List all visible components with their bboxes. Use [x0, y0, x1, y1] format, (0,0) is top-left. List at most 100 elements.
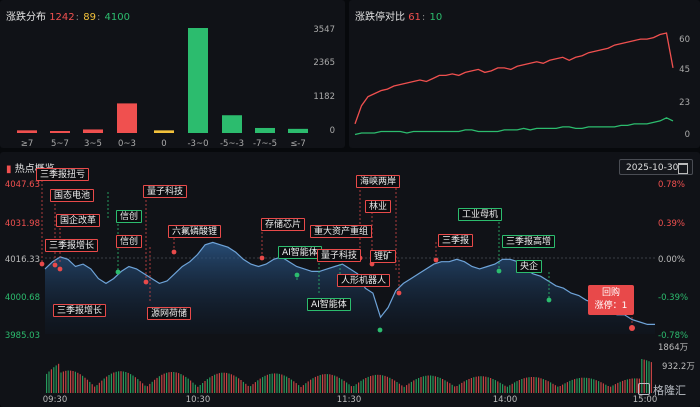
- time-tick: 09:30: [43, 395, 68, 405]
- volume-bar: [509, 385, 511, 393]
- volume-bar: [569, 380, 571, 393]
- tag-sanjibao[interactable]: 三季报: [438, 234, 474, 247]
- volume-bar: [449, 383, 451, 393]
- volume-bar: [600, 382, 602, 393]
- volume-bar: [641, 359, 643, 393]
- volume-bar: [283, 375, 285, 393]
- tag-guoqi-gaige[interactable]: 国企改革: [56, 214, 101, 227]
- volume-bar: [554, 385, 556, 393]
- volume-bar: [358, 382, 360, 393]
- volume-bar: [427, 375, 429, 393]
- volume-bar: [612, 385, 614, 393]
- volume-bar: [144, 385, 146, 393]
- tag-sanjibao-zengzhang-2[interactable]: 三季报增长: [53, 304, 107, 317]
- limit-down-count: 10: [429, 12, 443, 23]
- left-tick: 4047.63: [5, 180, 40, 190]
- volume-bar: [343, 380, 345, 393]
- tag-liangzi-keji[interactable]: 量子科技: [143, 185, 188, 198]
- volume-bar: [62, 371, 64, 393]
- volume-bar: [46, 373, 48, 393]
- time-tick: 14:00: [493, 395, 518, 405]
- volume-bar: [362, 379, 364, 393]
- volume-bar: [516, 381, 518, 393]
- up-count: 1242: [49, 12, 75, 23]
- volume-bar: [55, 365, 57, 393]
- volume-bar: [197, 386, 199, 393]
- tag-ai-zhinengti[interactable]: AI智能体: [278, 246, 322, 259]
- tag-xinchuang[interactable]: 信创: [116, 210, 143, 223]
- volume-bar: [348, 384, 350, 393]
- volume-bar: [634, 378, 636, 393]
- volume-bar: [96, 385, 98, 393]
- volume-bar: [487, 377, 489, 393]
- volume-bar: [502, 384, 504, 393]
- volume-bar: [341, 379, 343, 393]
- right-tick: -0.39%: [658, 293, 688, 303]
- volume-bar: [173, 372, 175, 393]
- tag-sanjibao-gaozeng[interactable]: 三季报高增: [502, 235, 556, 248]
- y-tick: 45: [679, 65, 690, 75]
- volume-bar: [132, 375, 134, 393]
- date-picker[interactable]: 2025-10-30: [619, 159, 693, 175]
- tag-haixia-liangan[interactable]: 海峡两岸: [356, 175, 401, 188]
- volume-bar: [60, 372, 62, 393]
- volume-bar: [394, 380, 396, 393]
- volume-bar: [154, 379, 156, 393]
- distribution-bar: [117, 103, 137, 133]
- tag-liangzi-keji-2[interactable]: 量子科技: [317, 249, 362, 262]
- tag-zhongda-zichan-chongzu[interactable]: 重大资产重组: [310, 225, 373, 238]
- tag-renxing-jiqiren[interactable]: 人形机器人: [337, 274, 391, 287]
- distribution-bar: [288, 128, 308, 133]
- tag-guotai-dianchi[interactable]: 国态电池: [50, 189, 95, 202]
- volume-bar: [550, 382, 552, 393]
- volume-bar: [478, 376, 480, 393]
- tag-yangqi[interactable]: 央企: [516, 260, 543, 273]
- volume-bar: [106, 376, 108, 393]
- calendar-icon[interactable]: [678, 163, 688, 174]
- y-tick: 0: [330, 126, 335, 136]
- volume-bar: [367, 376, 369, 393]
- distribution-bar: [188, 28, 208, 133]
- volume-bar: [89, 381, 91, 393]
- tag-xinchuang-2[interactable]: 信创: [116, 235, 143, 248]
- volume-bar: [264, 375, 266, 393]
- volume-bar: [290, 379, 292, 393]
- buyback-badge[interactable]: 回购 涨停：1: [588, 285, 634, 315]
- volume-bar: [293, 381, 295, 393]
- volume-bar: [372, 375, 374, 393]
- volume-bar: [307, 381, 309, 393]
- tag-ai-zhinengti-2[interactable]: AI智能体: [307, 298, 351, 311]
- y-tick: 23: [679, 98, 690, 108]
- tag-sanjibao-zengzhang[interactable]: 三季报增长: [45, 239, 99, 252]
- volume-bar: [228, 373, 230, 393]
- volume-bar: [192, 382, 194, 393]
- tag-linye[interactable]: 林业: [365, 200, 392, 213]
- volume-bar: [250, 386, 252, 393]
- volume-bar: [178, 373, 180, 393]
- volume-bar: [638, 378, 640, 393]
- logo-icon: [638, 383, 650, 395]
- volume-bar: [410, 381, 412, 393]
- volume-bar: [547, 381, 549, 393]
- tag-liufu-linsuanli[interactable]: 六氟磷酸锂: [168, 225, 222, 238]
- volume-bar: [401, 385, 403, 393]
- volume-bar: [202, 383, 204, 393]
- tag-likuang[interactable]: 锂矿: [370, 250, 397, 263]
- hot-title: ▮ 热点概览: [6, 160, 55, 175]
- volume-bar: [533, 377, 535, 393]
- volume-bar: [84, 377, 86, 393]
- tag-yuanwang-hechu[interactable]: 源网荷储: [147, 307, 192, 320]
- right-tick: 0.00%: [658, 255, 685, 265]
- volume-bar: [94, 386, 96, 393]
- volume-bar: [170, 372, 172, 393]
- tag-cunchu-xinpian[interactable]: 存储芯片: [261, 218, 306, 231]
- volume-bar: [53, 367, 55, 393]
- x-tick: 0: [161, 139, 166, 148]
- volume-bar: [408, 383, 410, 393]
- volume-bar: [504, 385, 506, 393]
- tag-sanjibao-niukui[interactable]: 三季报扭亏: [36, 168, 90, 181]
- tag-gongye-muji[interactable]: 工业母机: [458, 208, 503, 221]
- volume-bar: [442, 379, 444, 393]
- volume-bar: [326, 374, 328, 393]
- volume-bar: [67, 370, 69, 393]
